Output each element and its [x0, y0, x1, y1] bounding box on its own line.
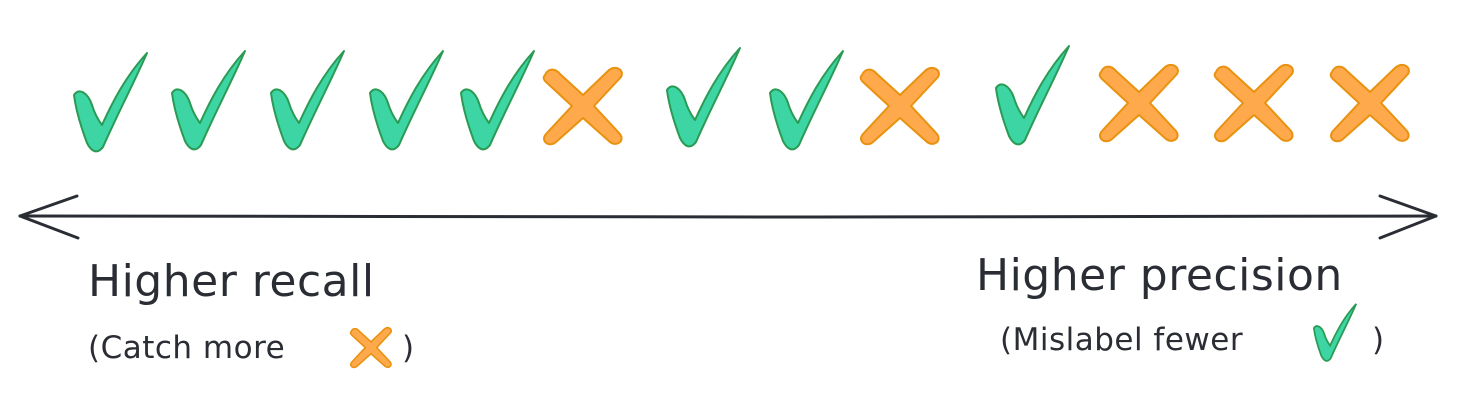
check-mark-icon: [460, 50, 535, 151]
check-mark-icon: [270, 50, 345, 151]
right-title: Higher precision: [976, 250, 1343, 301]
cross-mark-icon: [1098, 63, 1179, 143]
left-title: Higher recall: [88, 256, 375, 307]
check-icon: [1312, 302, 1358, 362]
check-mark-icon: [73, 52, 148, 153]
left-subtitle-text: (Catch more: [88, 330, 285, 366]
cross-mark-icon: [1329, 63, 1410, 143]
check-mark-icon: [369, 50, 444, 151]
left-arrowhead-icon: [18, 194, 80, 240]
check-mark-icon: [666, 47, 741, 148]
right-subtitle-text: (Mislabel fewer: [1000, 322, 1243, 358]
check-mark-icon: [769, 50, 844, 151]
left-subtitle-close: ): [402, 330, 415, 366]
cross-mark-icon: [542, 66, 623, 146]
check-mark-icon: [995, 45, 1070, 146]
axis-arrow: [18, 194, 1438, 240]
cross-mark-icon: [1213, 63, 1294, 143]
right-subtitle: (Mislabel fewer: [1000, 322, 1243, 358]
marks-row: [73, 45, 1410, 153]
axis-line: [18, 214, 1438, 219]
right-arrowhead-icon: [1378, 194, 1438, 240]
cross-mark-icon: [859, 66, 940, 146]
cross-icon: [349, 326, 393, 369]
check-mark-icon: [171, 50, 246, 151]
left-subtitle: (Catch more: [88, 330, 285, 366]
right-subtitle-close: ): [1372, 322, 1385, 358]
